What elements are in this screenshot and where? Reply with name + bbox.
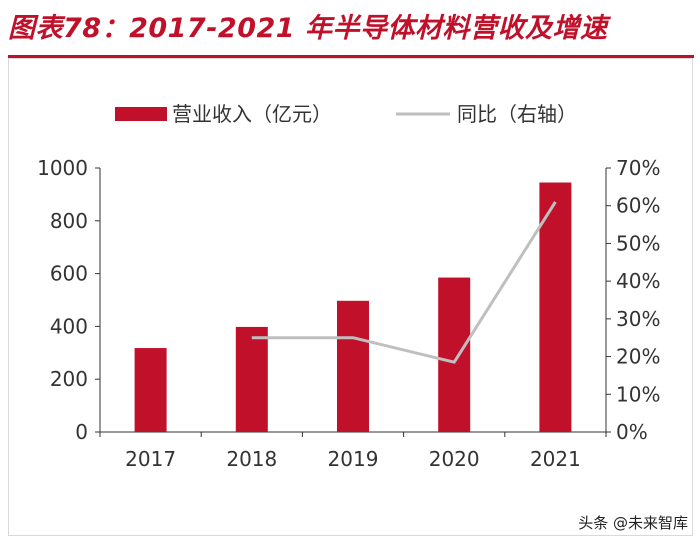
bar-2018 (235, 326, 268, 432)
chart-title: 图表78：2017-2021 年半导体材料营收及增速 (8, 13, 608, 44)
watermark-source: 头条 @未来智库 (578, 514, 688, 532)
legend-line-label: 同比（右轴） (457, 102, 577, 126)
title-underline (8, 55, 694, 58)
x-tick-label: 2018 (226, 447, 277, 471)
legend: 营业收入（亿元） 同比（右轴） (115, 102, 577, 126)
bar-2021 (539, 182, 572, 432)
x-tick-label: 2020 (429, 447, 480, 471)
x-tick-label: 2019 (328, 447, 379, 471)
bar-2017 (134, 348, 167, 432)
y-left-tick-label: 0 (75, 420, 88, 444)
y-right-tick-label: 50% (616, 231, 660, 255)
y-left-tick-label: 200 (50, 367, 88, 391)
y-left-tick-label: 400 (50, 314, 88, 338)
y-right-tick-label: 20% (616, 345, 660, 369)
y-right-tick-label: 30% (616, 307, 660, 331)
bar-series (134, 182, 572, 432)
bar-2020 (438, 277, 471, 432)
y-right-tick-label: 40% (616, 269, 660, 293)
y-left-tick-label: 1000 (37, 156, 88, 180)
y-left-tick-label: 600 (50, 262, 88, 286)
x-axis-labels: 2017 2018 2019 2020 2021 (125, 447, 581, 471)
bar-2019 (337, 300, 369, 432)
legend-bar-swatch (115, 107, 167, 121)
x-tick-label: 2021 (530, 447, 581, 471)
y-right-labels: 0% 10% 20% 30% 40% 50% 60% 70% (616, 156, 660, 444)
y-right-tick-label: 70% (616, 156, 660, 180)
x-tick-label: 2017 (125, 447, 176, 471)
legend-bar-label: 营业收入（亿元） (172, 102, 332, 126)
y-right-tick-label: 60% (616, 194, 660, 218)
line-series (251, 201, 557, 364)
chart-frame (8, 58, 693, 536)
yoy-growth-line (251, 201, 557, 364)
y-left-labels: 0 200 400 600 800 1000 (37, 156, 88, 444)
y-right-tick-label: 0% (616, 420, 648, 444)
y-left-tick-label: 800 (50, 209, 88, 233)
y-right-tick-label: 10% (616, 382, 660, 406)
